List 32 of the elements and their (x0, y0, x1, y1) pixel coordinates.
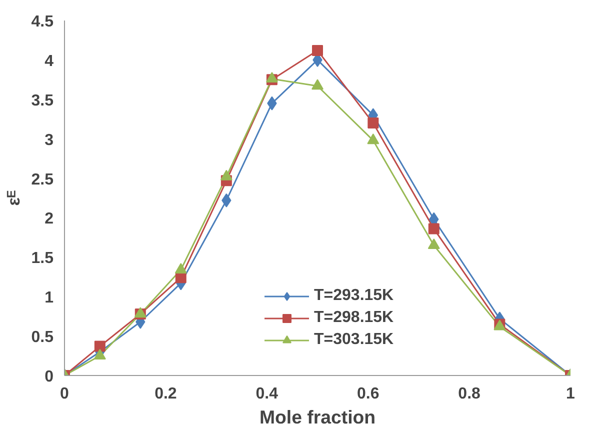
y-tick-label: 2 (44, 210, 54, 228)
point (367, 134, 380, 144)
y-tick-label: 4 (44, 52, 54, 70)
y-tick-label: 0.5 (31, 329, 54, 346)
y-axis-title: εᴱ (3, 190, 24, 206)
point (428, 238, 440, 250)
point (368, 118, 379, 129)
point (312, 79, 324, 90)
point (174, 262, 187, 274)
point (94, 340, 106, 352)
y-tick-label: 0 (44, 368, 54, 386)
legend-label: T=298.15K (314, 309, 394, 327)
y-tick-label: 3 (44, 132, 54, 149)
point (266, 72, 278, 83)
legend-label: T=293.15K (314, 287, 394, 305)
x-tick-label: 0 (60, 386, 70, 402)
y-tick-label: 1.5 (31, 250, 54, 268)
x-tick-label: 0.2 (154, 386, 177, 402)
point (220, 170, 232, 180)
y-tick-label: 2.5 (31, 171, 54, 188)
x-tick-label: 0.6 (356, 386, 380, 402)
legend-label: T=303.15K (314, 331, 394, 349)
y-tick-label: 1 (44, 290, 54, 307)
point (428, 223, 440, 234)
y-tick-label: 4.5 (31, 14, 54, 30)
y-tick-label: 3.5 (31, 92, 54, 110)
x-tick-label: 1 (566, 386, 576, 402)
point (312, 44, 323, 56)
x-axis-title: Mole fraction (259, 406, 376, 428)
x-tick-label: 0.8 (458, 386, 481, 402)
point (94, 348, 106, 360)
x-tick-label: 0.4 (256, 386, 278, 402)
